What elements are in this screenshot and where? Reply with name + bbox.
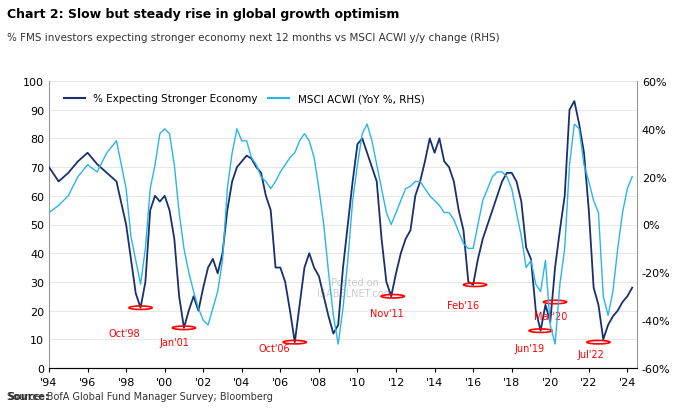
Text: Jul'22: Jul'22 <box>578 348 604 359</box>
Text: Oct'98: Oct'98 <box>108 328 140 339</box>
Text: Jan'01: Jan'01 <box>160 337 189 347</box>
Text: Jun'19: Jun'19 <box>514 343 544 353</box>
Text: Posted on
ISABELNET.com: Posted on ISABELNET.com <box>316 277 393 299</box>
Text: Chart 2: Slow but steady rise in global growth optimism: Chart 2: Slow but steady rise in global … <box>7 8 400 21</box>
Text: Source: BofA Global Fund Manager Survey; Bloomberg: Source: BofA Global Fund Manager Survey;… <box>7 391 273 401</box>
Text: % FMS investors expecting stronger economy next 12 months vs MSCI ACWI y/y chang: % FMS investors expecting stronger econo… <box>7 33 500 43</box>
Text: Feb'16: Feb'16 <box>447 300 480 310</box>
Legend: % Expecting Stronger Economy, MSCI ACWI (YoY %, RHS): % Expecting Stronger Economy, MSCI ACWI … <box>60 90 428 108</box>
Text: Mar'20: Mar'20 <box>533 311 567 321</box>
Text: Source:: Source: <box>7 391 49 401</box>
Text: Oct'06: Oct'06 <box>259 343 290 353</box>
Text: Nov'11: Nov'11 <box>370 308 403 319</box>
